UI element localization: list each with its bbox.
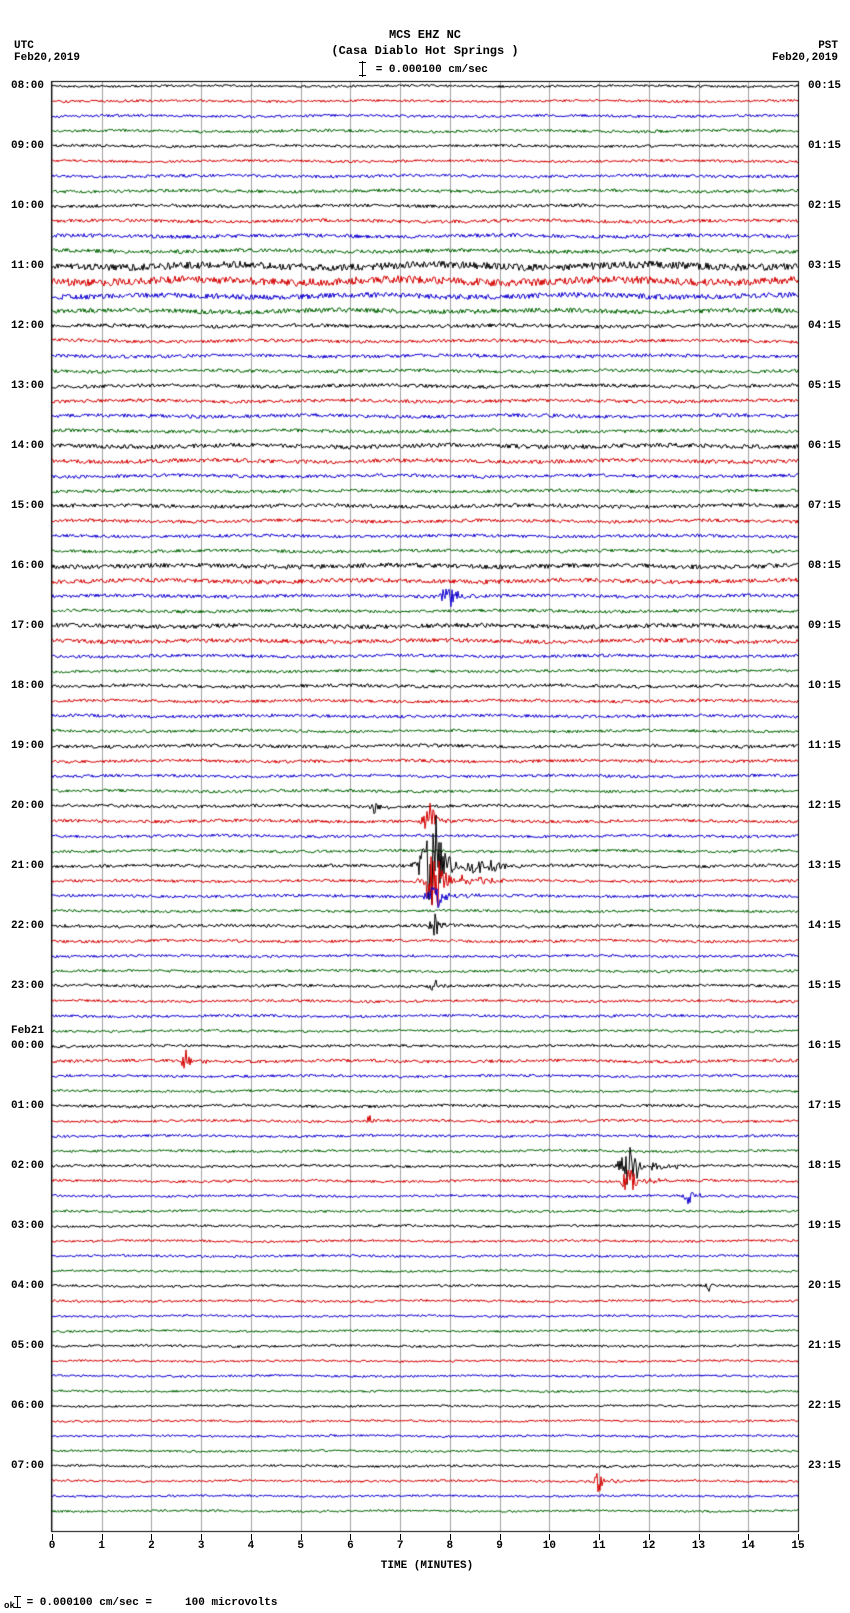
pst-label: 12:15 — [808, 801, 841, 812]
utc-label: 12:00 — [11, 321, 44, 332]
x-tick: 13 — [692, 1540, 705, 1552]
x-tick: 14 — [742, 1540, 755, 1552]
x-tick: 3 — [198, 1540, 205, 1552]
pst-label: 00:15 — [808, 81, 841, 92]
footer-text-left: = 0.000100 cm/sec = — [27, 1597, 152, 1609]
utc-label: 02:00 — [11, 1161, 44, 1172]
utc-label: 21:00 — [11, 861, 44, 872]
footer-text-right: 100 microvolts — [185, 1597, 277, 1609]
seismogram-page: UTC Feb20,2019 PST Feb20,2019 MCS EHZ NC… — [0, 0, 850, 1611]
amplitude-scale: = 0.000100 cm/sec — [0, 61, 850, 77]
x-tick: 5 — [297, 1540, 304, 1552]
x-tick: 6 — [347, 1540, 354, 1552]
utc-hour-labels: 08:00 09:00 10:00 11:00 12:00 13:00 14:00 15:00… — [2, 80, 46, 1540]
x-tick: 4 — [248, 1540, 255, 1552]
pst-label: 01:15 — [808, 141, 841, 152]
pst-label: 05:15 — [808, 381, 841, 392]
utc-label: 09:00 — [11, 141, 44, 152]
pst-label: 03:15 — [808, 261, 841, 272]
utc-label: 19:00 — [11, 741, 44, 752]
utc-label: 07:00 — [11, 1461, 44, 1472]
utc-label: 22:00 — [11, 921, 44, 932]
utc-label: 17:00 — [11, 621, 44, 632]
header: UTC Feb20,2019 PST Feb20,2019 MCS EHZ NC… — [0, 0, 850, 80]
utc-label: 03:00 — [11, 1221, 44, 1232]
pst-label: 07:15 — [808, 501, 841, 512]
x-tick: 2 — [148, 1540, 155, 1552]
x-axis-ticks: 0123456789101112131415 — [50, 1540, 800, 1558]
title-line1: MCS EHZ NC — [0, 28, 850, 44]
pst-label: 09:15 — [808, 621, 841, 632]
pst-label: 15:15 — [808, 981, 841, 992]
right-tz: PST — [772, 40, 838, 52]
x-tick: 9 — [496, 1540, 503, 1552]
x-tick: 11 — [592, 1540, 605, 1552]
left-timezone-block: UTC Feb20,2019 — [14, 40, 80, 64]
x-tick: 10 — [543, 1540, 556, 1552]
pst-label: 23:15 — [808, 1461, 841, 1472]
pst-label: 21:15 — [808, 1341, 841, 1352]
x-tick: 1 — [98, 1540, 105, 1552]
utc-label: 00:00 — [11, 1041, 44, 1052]
x-tick: 12 — [642, 1540, 655, 1552]
pst-hour-labels: 00:15 01:15 02:15 03:15 04:15 05:15 06:15 07:15… — [806, 80, 850, 1540]
x-axis-label: TIME (MINUTES) — [50, 1560, 804, 1572]
x-tick: 15 — [791, 1540, 804, 1552]
seismogram-canvas — [50, 80, 800, 1540]
utc-label: 23:00 — [11, 981, 44, 992]
utc-label: 14:00 — [11, 441, 44, 452]
plot-area: 08:0009:0010:0011:0012:0013:0014:0015:00… — [50, 80, 804, 1572]
pst-label: 02:15 — [808, 201, 841, 212]
utc-label: 01:00 — [11, 1101, 44, 1112]
utc-label: 05:00 — [11, 1341, 44, 1352]
left-date: Feb20,2019 — [14, 52, 80, 64]
utc-label: 20:00 — [11, 801, 44, 812]
utc-label: 08:00 — [11, 81, 44, 92]
pst-label: 06:15 — [808, 441, 841, 452]
pst-label: 04:15 — [808, 321, 841, 332]
pst-label: 10:15 — [808, 681, 841, 692]
title-line2: (Casa Diablo Hot Springs ) — [0, 44, 850, 60]
utc-label: 06:00 — [11, 1401, 44, 1412]
x-tick: 8 — [447, 1540, 454, 1552]
utc-label: 04:00 — [11, 1281, 44, 1292]
scale-text: = 0.000100 cm/sec — [376, 64, 488, 76]
utc-label: 10:00 — [11, 201, 44, 212]
pst-label: 14:15 — [808, 921, 841, 932]
pst-label: 16:15 — [808, 1041, 841, 1052]
pst-label: 11:15 — [808, 741, 841, 752]
right-timezone-block: PST Feb20,2019 — [772, 40, 838, 64]
utc-label: 13:00 — [11, 381, 44, 392]
x-tick: 0 — [49, 1540, 56, 1552]
right-date: Feb20,2019 — [772, 52, 838, 64]
pst-label: 08:15 — [808, 561, 841, 572]
footer-scale: ok = 0.000100 cm/sec = 100 microvolts — [4, 1596, 850, 1611]
pst-label: 13:15 — [808, 861, 841, 872]
utc-label: 16:00 — [11, 561, 44, 572]
pst-label: 22:15 — [808, 1401, 841, 1412]
pst-label: 19:15 — [808, 1221, 841, 1232]
utc-label: Feb21 — [11, 1026, 44, 1037]
pst-label: 18:15 — [808, 1161, 841, 1172]
utc-label: 15:00 — [11, 501, 44, 512]
x-tick: 7 — [397, 1540, 404, 1552]
pst-label: 20:15 — [808, 1281, 841, 1292]
scale-bar-icon — [362, 61, 363, 77]
utc-label: 18:00 — [11, 681, 44, 692]
left-tz: UTC — [14, 40, 80, 52]
pst-label: 17:15 — [808, 1101, 841, 1112]
footer-scale-bar-icon — [17, 1596, 18, 1608]
utc-label: 11:00 — [11, 261, 44, 272]
title: MCS EHZ NC (Casa Diablo Hot Springs ) = … — [0, 0, 850, 77]
